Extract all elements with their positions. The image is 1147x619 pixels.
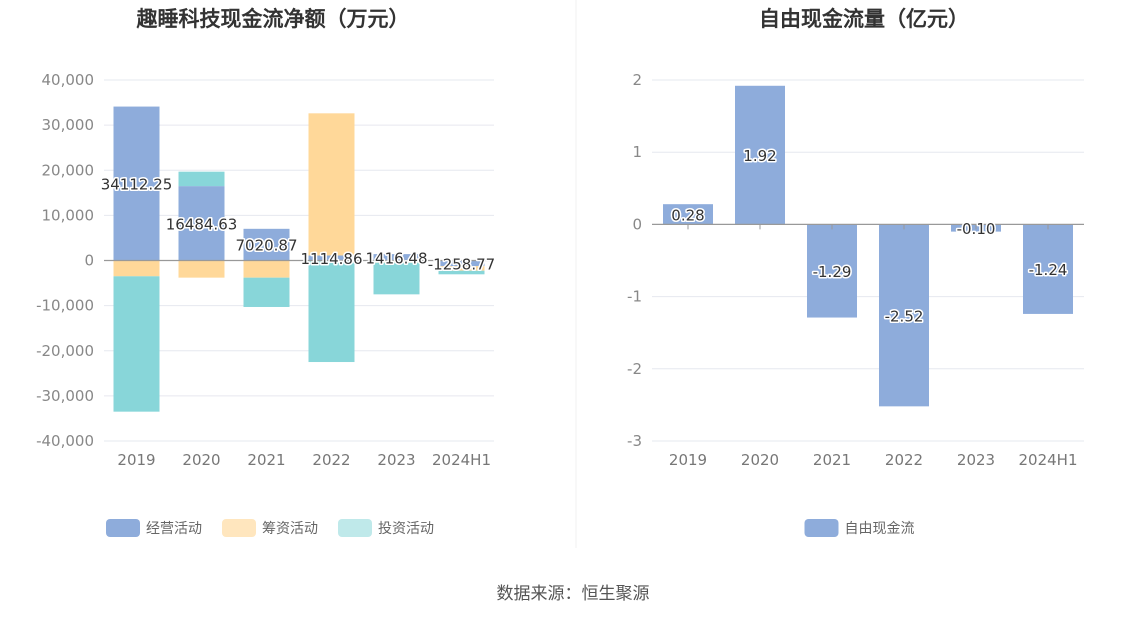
bar [663, 204, 713, 225]
data-label: 1114.86 [300, 250, 362, 268]
bar [308, 255, 355, 261]
bar [113, 260, 160, 277]
data-label: -1258.77 [428, 255, 495, 273]
y-tick-label: -30,000 [36, 387, 94, 405]
chart-title: 自由现金流量（亿元） [759, 7, 969, 31]
bar [807, 224, 857, 318]
legend-swatch [106, 519, 140, 537]
data-label: 0.28 [671, 206, 704, 224]
data-label: -1.29 [813, 263, 852, 281]
y-tick-label: 0 [632, 215, 642, 233]
x-tick-label: 2020 [182, 451, 220, 469]
bar [178, 186, 225, 261]
x-tick-label: 2022 [885, 451, 923, 469]
bar [438, 260, 485, 267]
source-label: 数据来源：恒生聚源 [497, 584, 650, 604]
legend-swatch [338, 519, 372, 537]
data-label: 34112.25 [101, 176, 173, 194]
bar [879, 224, 929, 407]
x-tick-label: 2023 [377, 451, 415, 469]
x-tick-label: 2024H1 [1019, 451, 1078, 469]
data-label: 7020.87 [235, 237, 297, 255]
data-label: 16484.63 [166, 215, 238, 233]
legend-label: 筹资活动 [262, 520, 318, 537]
legend-label: 经营活动 [146, 521, 202, 537]
legend-swatch [222, 519, 256, 537]
bar [308, 113, 355, 256]
bar [243, 260, 290, 278]
bar [373, 254, 420, 261]
y-tick-label: -2 [627, 360, 642, 378]
x-tick-label: 2019 [117, 451, 155, 469]
x-tick-label: 2023 [957, 451, 995, 469]
bar [438, 266, 485, 271]
y-tick-label: -20,000 [36, 342, 94, 360]
data-label: 1416.48 [365, 249, 427, 267]
x-tick-label: 2024H1 [432, 451, 491, 469]
chart-title: 趣睡科技现金流净额（万元） [136, 7, 410, 31]
y-tick-label: 2 [632, 71, 642, 89]
bar [113, 276, 160, 412]
x-tick-label: 2019 [669, 451, 707, 469]
y-tick-label: -10,000 [36, 297, 94, 315]
legend-label: 自由现金流 [845, 521, 915, 537]
bar [178, 260, 225, 278]
data-label: -0.10 [957, 220, 996, 238]
data-label: -2.52 [885, 307, 924, 325]
y-tick-label: 20,000 [42, 161, 95, 179]
legend-swatch [804, 519, 839, 537]
y-tick-label: 30,000 [42, 116, 95, 134]
bar [243, 228, 290, 261]
y-tick-label: 0 [84, 252, 94, 270]
bar [308, 260, 355, 363]
x-tick-label: 2021 [247, 451, 285, 469]
y-tick-label: 10,000 [42, 206, 95, 224]
bar [113, 106, 160, 261]
data-label: -1.24 [1029, 261, 1068, 279]
bar [243, 277, 290, 307]
bar [438, 270, 485, 275]
y-tick-label: 1 [632, 143, 642, 161]
legend-label: 投资活动 [378, 521, 434, 537]
y-tick-label: -1 [627, 288, 642, 306]
bar [1023, 224, 1073, 314]
y-tick-label: -40,000 [36, 432, 94, 450]
x-tick-label: 2021 [813, 451, 851, 469]
y-tick-label: -3 [627, 432, 642, 450]
x-tick-label: 2020 [741, 451, 779, 469]
data-label: 1.92 [743, 147, 776, 165]
bar [178, 171, 225, 187]
x-tick-label: 2022 [312, 451, 350, 469]
bar [373, 262, 420, 295]
bar [735, 85, 785, 225]
y-tick-label: 40,000 [42, 71, 95, 89]
bar [373, 260, 420, 263]
